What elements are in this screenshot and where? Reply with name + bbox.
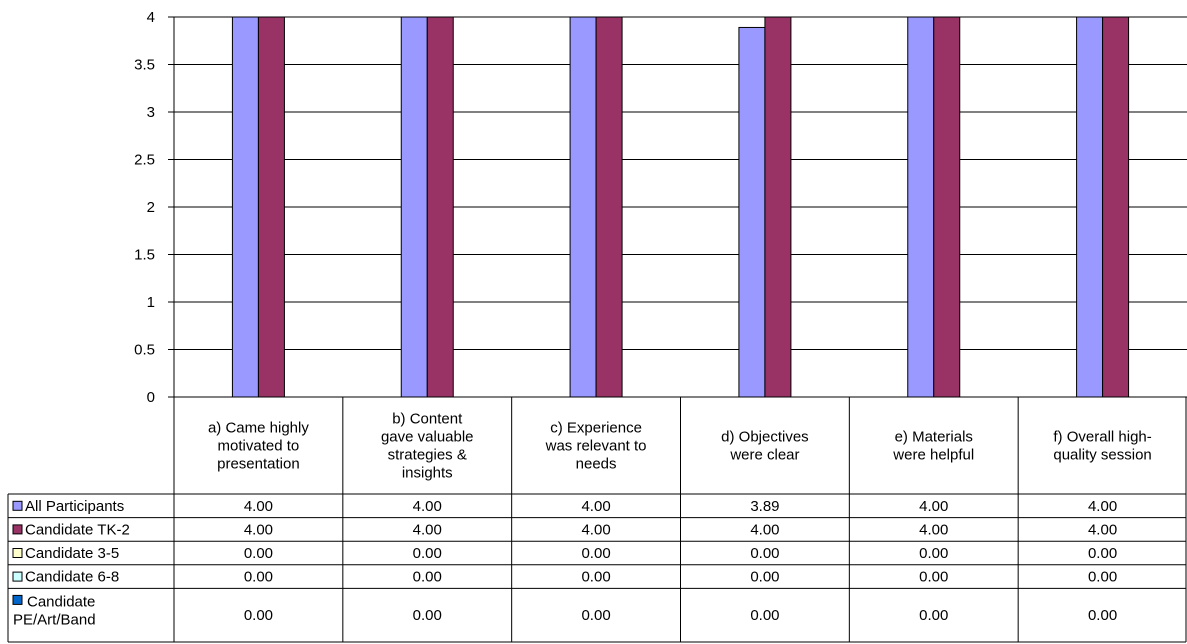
bar xyxy=(1076,16,1104,398)
data-label: 0.00 xyxy=(919,545,948,562)
data-label: 4.00 xyxy=(1088,521,1117,538)
bar xyxy=(933,16,961,398)
data-label: 0.00 xyxy=(919,607,948,624)
data-label: 0.00 xyxy=(413,607,442,624)
data-label: 4.00 xyxy=(581,521,610,538)
bar xyxy=(738,26,766,398)
data-label: 0.00 xyxy=(750,607,779,624)
data-label: 4.00 xyxy=(413,521,442,538)
legend-label: Candidate TK-2 xyxy=(25,521,130,538)
data-label: 4.00 xyxy=(750,521,779,538)
bar xyxy=(426,16,454,398)
category-label: needs xyxy=(576,456,617,473)
bar xyxy=(257,16,285,398)
data-label: 4.00 xyxy=(1088,498,1117,515)
category-label: f) Overall high- xyxy=(1053,429,1151,446)
y-tick-label: 2 xyxy=(147,199,155,216)
y-tick-label: 3 xyxy=(147,104,155,121)
category-label: b) Content xyxy=(392,411,463,428)
y-tick-label: 2.5 xyxy=(134,152,155,169)
y-tick-label: 3.5 xyxy=(134,57,155,74)
y-tick-label: 0 xyxy=(147,389,155,406)
data-label: 0.00 xyxy=(750,569,779,586)
bar xyxy=(231,16,259,398)
data-label: 3.89 xyxy=(750,498,779,515)
category-label: was relevant to xyxy=(545,438,647,455)
y-tick-label: 1 xyxy=(147,294,155,311)
data-label: 0.00 xyxy=(581,569,610,586)
bar xyxy=(569,16,597,398)
category-label: motivated to xyxy=(218,438,300,455)
legend-swatch xyxy=(12,548,23,558)
data-label: 0.00 xyxy=(750,545,779,562)
bar xyxy=(907,16,935,398)
data-label: 4.00 xyxy=(413,498,442,515)
legend-label: Candidate 6-8 xyxy=(25,569,119,586)
data-label: 4.00 xyxy=(244,521,273,538)
legend-label: Candidate xyxy=(27,593,95,610)
legend-label: Candidate 3-5 xyxy=(25,545,119,562)
data-label: 0.00 xyxy=(413,545,442,562)
data-label: 0.00 xyxy=(1088,569,1117,586)
category-label: c) Experience xyxy=(550,420,642,437)
category-label: strategies & xyxy=(388,447,467,464)
legend-swatch xyxy=(12,524,23,535)
data-label: 0.00 xyxy=(919,569,948,586)
bar xyxy=(764,16,792,398)
data-label: 0.00 xyxy=(581,545,610,562)
legend-swatch xyxy=(12,594,23,605)
bar xyxy=(1102,16,1130,398)
bar xyxy=(400,16,428,398)
category-label: were helpful xyxy=(892,447,974,464)
category-label: presentation xyxy=(217,456,300,473)
category-label: quality session xyxy=(1053,447,1151,464)
legend-swatch xyxy=(12,571,23,582)
category-label: were clear xyxy=(729,447,799,464)
y-tick-label: 0.5 xyxy=(134,342,155,359)
data-label: 4.00 xyxy=(919,498,948,515)
category-label: d) Objectives xyxy=(721,429,809,446)
legend-label: All Participants xyxy=(25,498,124,515)
data-label: 0.00 xyxy=(244,545,273,562)
data-label: 0.00 xyxy=(1088,545,1117,562)
data-label: 0.00 xyxy=(244,607,273,624)
data-label: 4.00 xyxy=(244,498,273,515)
category-label: insights xyxy=(402,465,453,482)
category-label: gave valuable xyxy=(381,429,474,446)
legend-label: PE/Art/Band xyxy=(13,611,96,628)
category-label: a) Came highly xyxy=(208,420,309,437)
y-tick-label: 4 xyxy=(147,9,155,26)
data-label: 0.00 xyxy=(1088,607,1117,624)
data-label: 0.00 xyxy=(413,569,442,586)
category-label: e) Materials xyxy=(895,429,973,446)
bar xyxy=(595,16,623,398)
legend-swatch xyxy=(12,500,23,511)
data-label: 0.00 xyxy=(581,607,610,624)
y-tick-label: 1.5 xyxy=(134,247,155,264)
data-label: 0.00 xyxy=(244,569,273,586)
data-label: 4.00 xyxy=(919,521,948,538)
data-label: 4.00 xyxy=(581,498,610,515)
